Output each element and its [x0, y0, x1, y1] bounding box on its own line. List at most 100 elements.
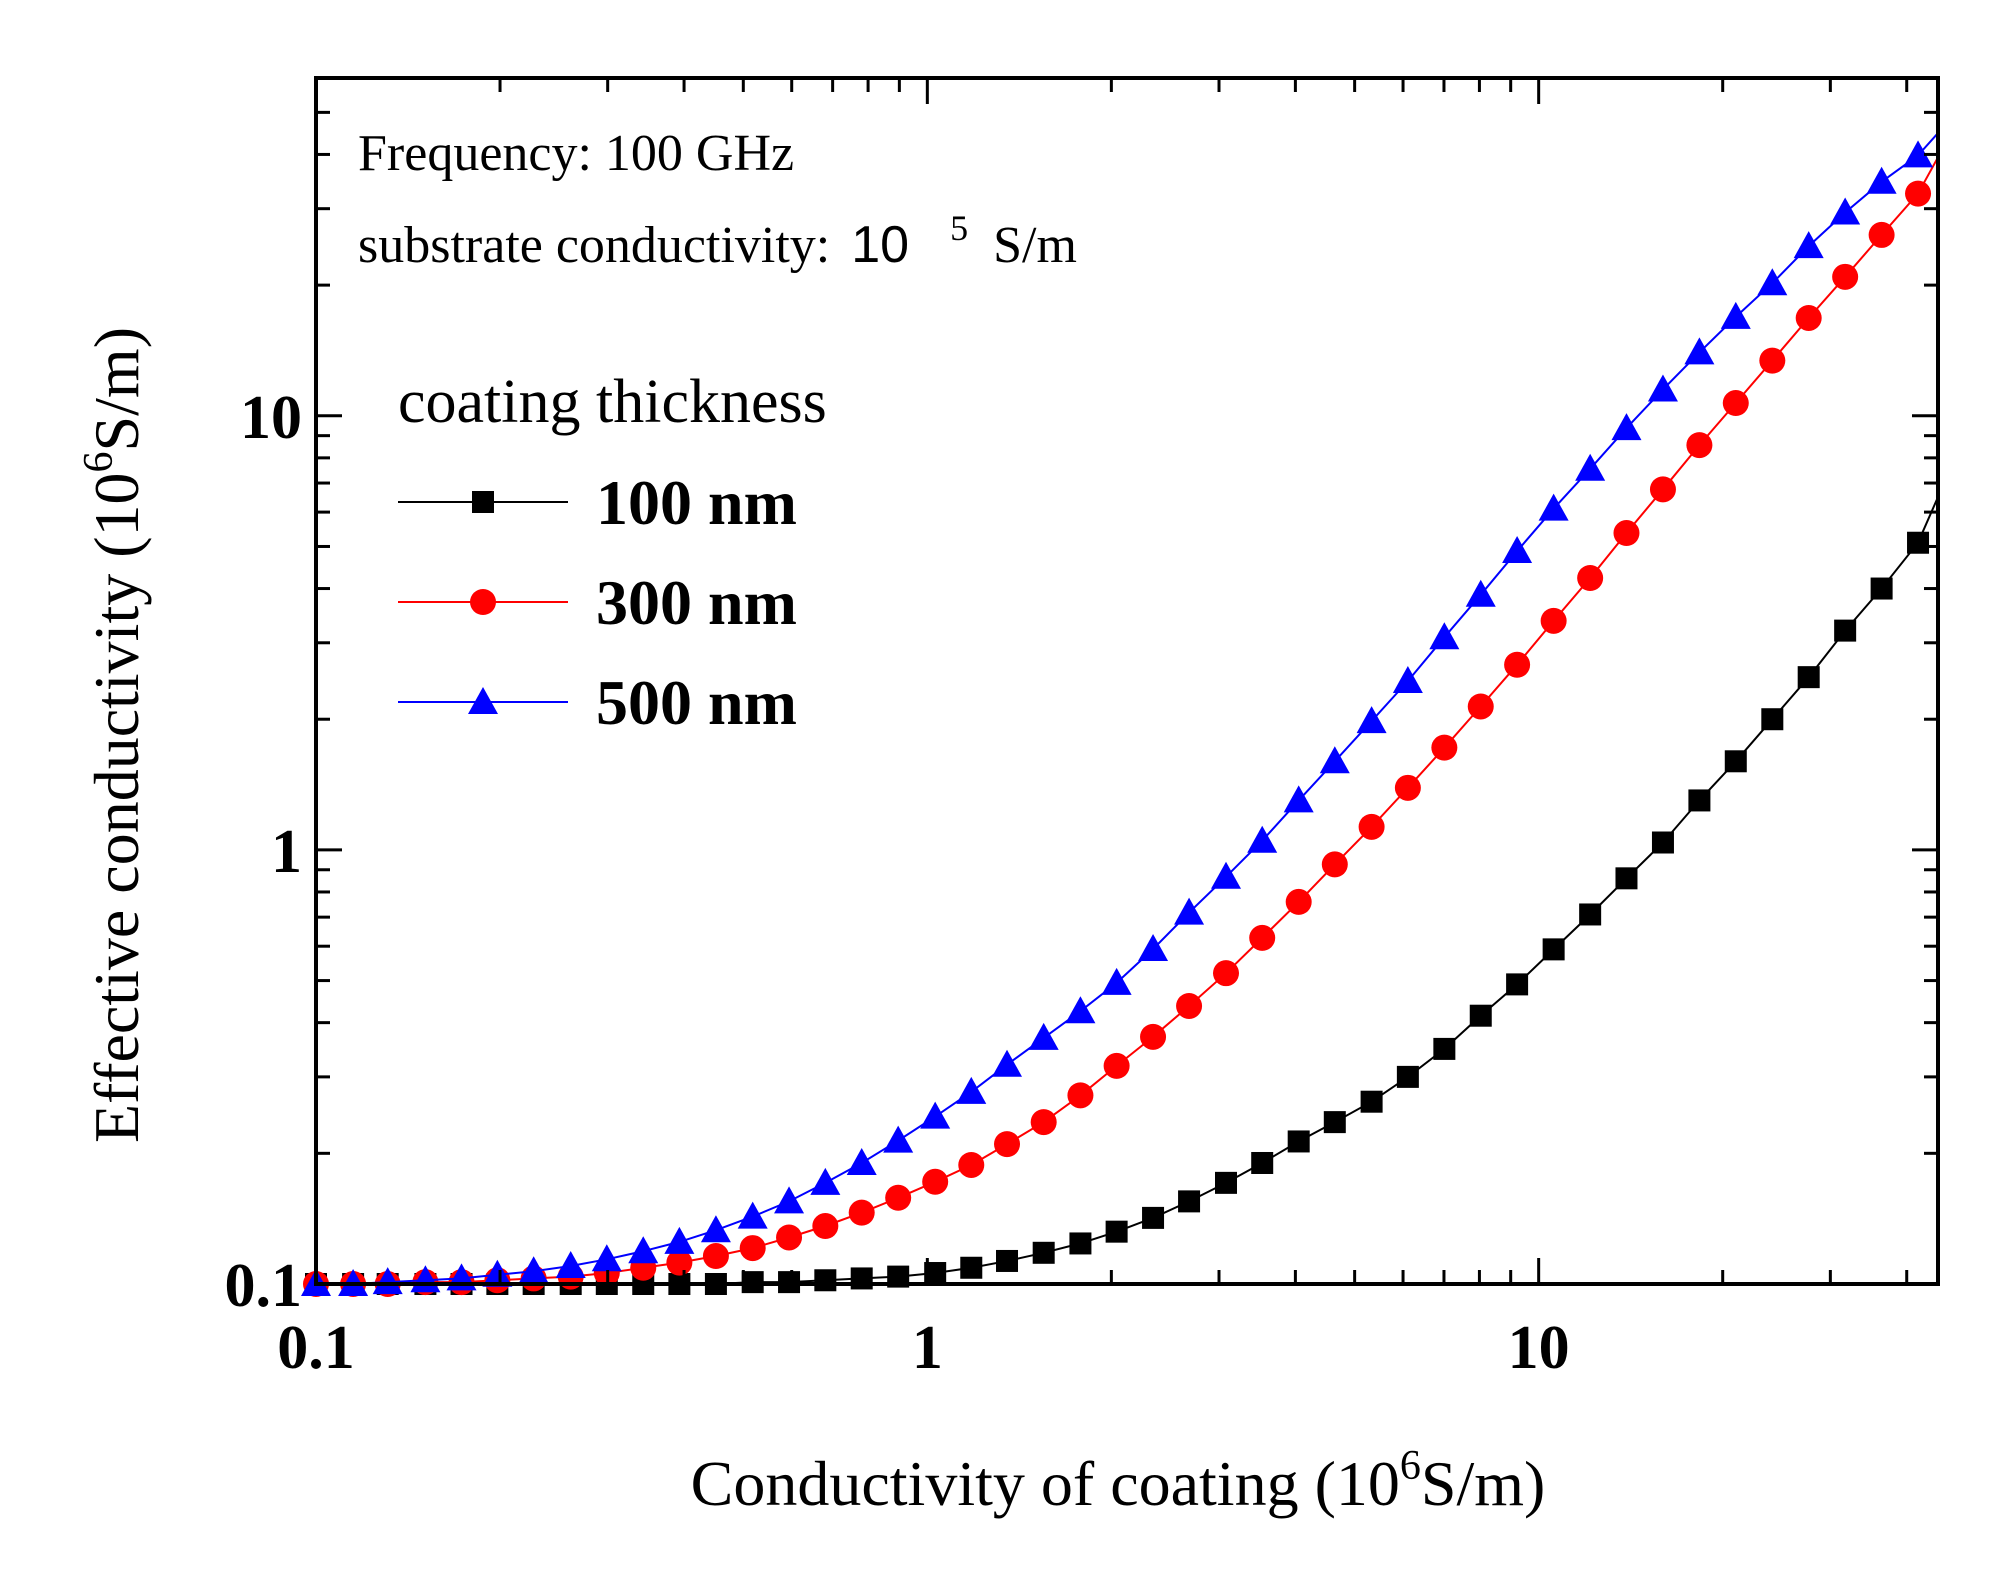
data-point: [1249, 924, 1276, 951]
data-point: [1761, 708, 1784, 731]
data-point: [702, 1243, 729, 1270]
series-300-nm: [303, 156, 1939, 1297]
data-point: [1724, 750, 1747, 773]
data-point: [1613, 520, 1640, 547]
y-axis-label-tail: S/m): [81, 327, 152, 451]
data-point: [1433, 1037, 1456, 1060]
data-point: [774, 1186, 805, 1214]
data-point: [1722, 390, 1749, 417]
data-point: [1905, 180, 1932, 207]
legend-marker: [468, 687, 498, 714]
data-point: [1176, 992, 1203, 1019]
data-point: [1465, 579, 1496, 607]
data-point: [885, 1184, 912, 1211]
data-point: [1028, 1022, 1059, 1050]
data-point: [1287, 1130, 1310, 1153]
annotation-substrate-exp: 5: [950, 208, 968, 248]
x-tick-label: 0.1: [277, 1314, 355, 1382]
legend-label: 300 nm: [596, 567, 797, 638]
data-point: [812, 1213, 839, 1240]
annotation-substrate: substrate conductivity: 10 5 S/m: [358, 195, 1077, 274]
legend: coating thickness 100 nm 300 nm 500 nm: [398, 368, 827, 738]
data-point: [1542, 938, 1565, 961]
data-point: [518, 1256, 549, 1284]
data-point: [810, 1167, 841, 1195]
y-axis-label-sup: 6: [76, 451, 122, 472]
data-point: [700, 1215, 731, 1243]
data-point: [1502, 536, 1533, 564]
data-point: [1065, 996, 1096, 1024]
data-point: [666, 1249, 693, 1276]
data-point: [1067, 1082, 1094, 1109]
data-point: [956, 1076, 987, 1104]
data-point: [1178, 1190, 1201, 1213]
data-point: [482, 1259, 513, 1287]
data-point: [924, 1262, 947, 1285]
ticks-layer: [314, 76, 1938, 1286]
data-point: [960, 1256, 983, 1279]
x-axis-label-sup: 6: [1400, 1443, 1421, 1489]
data-point: [1138, 934, 1169, 962]
legend-label: 100 nm: [596, 467, 797, 538]
data-point: [1321, 851, 1348, 878]
annotation-substrate-unit: S/m: [993, 217, 1077, 274]
data-point: [1870, 577, 1893, 600]
data-point: [1866, 166, 1897, 194]
annotation-substrate-base: 10: [851, 216, 909, 274]
data-point: [1649, 476, 1676, 503]
data-point: [1283, 785, 1314, 813]
data-point: [994, 1131, 1021, 1158]
data-point: [1247, 825, 1278, 853]
data-point: [920, 1101, 951, 1129]
y-axis-label-main: Effective conductivity (10: [81, 472, 152, 1143]
series-layer: [301, 132, 1939, 1297]
data-point: [372, 1267, 403, 1295]
x-tick-label: 10: [1508, 1314, 1570, 1382]
data-point: [958, 1151, 985, 1178]
series-line: [316, 132, 1939, 1285]
annotation-frequency: Frequency: 100 GHz: [358, 125, 794, 182]
data-point: [1903, 140, 1934, 168]
data-point: [1684, 337, 1715, 365]
legend-label: 500 nm: [596, 667, 797, 738]
data-point: [1647, 374, 1678, 402]
legend-marker: [470, 589, 496, 615]
data-point: [1688, 789, 1711, 812]
legend-item: 100 nm: [398, 467, 797, 538]
data-point: [1319, 746, 1350, 774]
series-line: [316, 156, 1939, 1285]
data-point: [664, 1226, 695, 1254]
y-tick-label: 1: [271, 818, 302, 886]
data-point: [591, 1244, 622, 1272]
data-point: [1832, 263, 1859, 290]
data-point: [628, 1236, 659, 1264]
data-point: [1793, 231, 1824, 259]
data-point: [1392, 665, 1423, 693]
x-axis-label-tail: S/m): [1421, 1448, 1545, 1519]
data-point: [1757, 268, 1788, 296]
data-point: [1506, 973, 1529, 996]
data-point: [1907, 531, 1930, 554]
data-point: [1215, 1171, 1238, 1194]
data-point: [1686, 432, 1713, 459]
data-point: [1577, 565, 1604, 592]
x-tick-label: 1: [912, 1314, 943, 1382]
data-point: [883, 1125, 914, 1153]
data-point: [737, 1201, 768, 1229]
plot-frame: [314, 76, 1940, 1286]
series-100-nm: [305, 496, 1939, 1295]
data-point: [1579, 903, 1602, 926]
data-point: [1101, 967, 1132, 995]
y-tick-label: 10: [240, 384, 302, 452]
data-point: [1429, 622, 1460, 650]
data-point: [1032, 1241, 1055, 1264]
data-point: [1834, 619, 1857, 642]
data-point: [996, 1249, 1019, 1272]
legend-marker: [472, 491, 494, 513]
tick-labels: 0.1 1 10 0.1 1 10: [225, 384, 1570, 1382]
legend-title: coating thickness: [398, 368, 827, 436]
data-point: [1868, 221, 1895, 248]
data-point: [848, 1199, 875, 1226]
data-point: [922, 1168, 949, 1195]
